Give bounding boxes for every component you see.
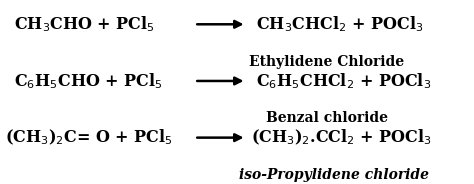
Text: C$_6$H$_5$CHCl$_2$ + POCl$_3$: C$_6$H$_5$CHCl$_2$ + POCl$_3$ xyxy=(256,71,431,91)
Text: Benzal chloride: Benzal chloride xyxy=(266,111,388,125)
Text: CH$_3$CHCl$_2$ + POCl$_3$: CH$_3$CHCl$_2$ + POCl$_3$ xyxy=(256,14,424,34)
Text: (CH$_3$)$_2$.CCl$_2$ + POCl$_3$: (CH$_3$)$_2$.CCl$_2$ + POCl$_3$ xyxy=(251,128,432,147)
Text: (CH$_3$)$_2$C= O + PCl$_5$: (CH$_3$)$_2$C= O + PCl$_5$ xyxy=(5,128,173,147)
Text: Ethylidene Chloride: Ethylidene Chloride xyxy=(249,54,405,68)
Text: iso-Propylidene chloride: iso-Propylidene chloride xyxy=(239,168,429,182)
Text: C$_6$H$_5$CHO + PCl$_5$: C$_6$H$_5$CHO + PCl$_5$ xyxy=(14,71,163,91)
Text: CH$_3$CHO + PCl$_5$: CH$_3$CHO + PCl$_5$ xyxy=(14,14,155,34)
